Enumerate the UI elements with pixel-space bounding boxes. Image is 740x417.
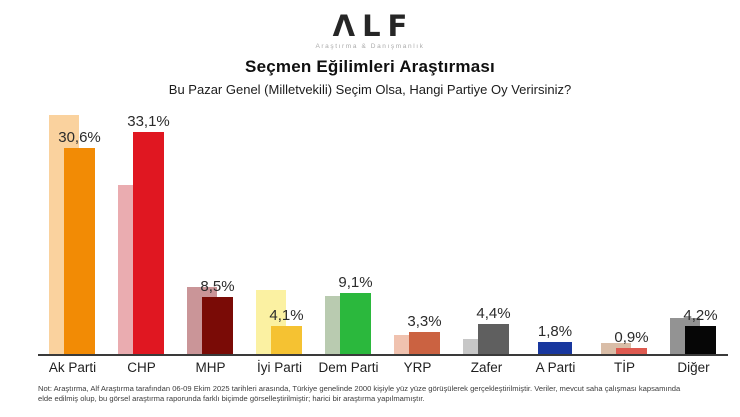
bar-current-poll xyxy=(616,348,647,354)
value-label: 0,9% xyxy=(614,329,649,346)
bar-group-ak-parti: 30,6% xyxy=(38,110,107,354)
methodology-note-line2: elde edilmiş olup, bu görsel araştırma r… xyxy=(38,393,425,403)
category-label: TİP xyxy=(613,360,635,375)
category-label: Diğer xyxy=(677,360,710,375)
category-label: YRP xyxy=(403,360,432,375)
category-label: A Parti xyxy=(535,360,576,375)
value-label: 4,4% xyxy=(476,305,511,323)
bar-current-poll xyxy=(202,296,233,354)
bar-group-dem-parti: 9,1% xyxy=(314,110,383,354)
bar-group-i̇yi-parti: 4,1% xyxy=(245,110,314,354)
category-label: Zafer xyxy=(470,360,503,375)
bar-current-poll xyxy=(409,331,440,354)
value-label: 4,1% xyxy=(269,307,304,325)
category-label: Ak Parti xyxy=(48,360,97,375)
page-title: Seçmen Eğilimleri Araştırması xyxy=(245,57,495,76)
bar-chart: 30,6% 33,1% 8,5% 4,1% 9,1% 3,3% 4,4% 1,8% 0,9% 4,… xyxy=(38,110,728,375)
category-label: Dem Parti xyxy=(318,360,379,375)
value-label: 8,5% xyxy=(200,277,235,295)
value-label: 3,3% xyxy=(407,312,442,330)
alf-logo: ΛLF Araştırma & Danışmanlık xyxy=(0,0,740,51)
bar-group-zafer: 4,4% xyxy=(452,110,521,354)
bar-current-poll xyxy=(340,292,371,354)
bar-current-poll xyxy=(538,341,572,354)
value-label: 4,2% xyxy=(683,306,718,324)
value-label: 30,6% xyxy=(58,129,101,147)
bar-current-poll xyxy=(478,324,509,354)
survey-question: Bu Pazar Genel (Milletvekili) Seçim Olsa… xyxy=(168,82,572,97)
category-label: MHP xyxy=(195,360,226,375)
category-labels: Ak Parti CHP MHP İyi Parti Dem Parti YRP Zafer… xyxy=(38,360,728,375)
plot-area: 30,6% 33,1% 8,5% 4,1% 9,1% 3,3% 4,4% 1,8% 0,9% 4,… xyxy=(38,110,728,356)
value-label: 9,1% xyxy=(338,273,373,291)
bar-group-a-parti: 1,8% xyxy=(521,110,590,354)
methodology-note-line1: Not: Araştırma, Alf Araştırma tarafından… xyxy=(38,384,681,393)
bar-current-poll xyxy=(685,325,716,354)
category-label: İyi Parti xyxy=(256,360,302,375)
value-label: 1,8% xyxy=(537,322,573,340)
bar-current-poll xyxy=(133,131,164,354)
bar-group-ti̇p: 0,9% xyxy=(590,110,659,354)
value-label: 33,1% xyxy=(127,112,170,130)
bar-current-poll xyxy=(271,326,302,354)
category-label: CHP xyxy=(127,360,156,375)
bar-group-chp: 33,1% xyxy=(107,110,176,354)
alf-logo-text: ΛLF xyxy=(332,9,415,43)
alf-logo-tagline: Araştırma & Danışmanlık xyxy=(315,43,425,50)
methodology-note: Not: Araştırma, Alf Araştırma tarafından… xyxy=(38,384,718,403)
bar-group-mhp: 8,5% xyxy=(176,110,245,354)
bar-group-yrp: 3,3% xyxy=(383,110,452,354)
bar-current-poll xyxy=(64,148,95,354)
bar-group-diğer: 4,2% xyxy=(659,110,728,354)
